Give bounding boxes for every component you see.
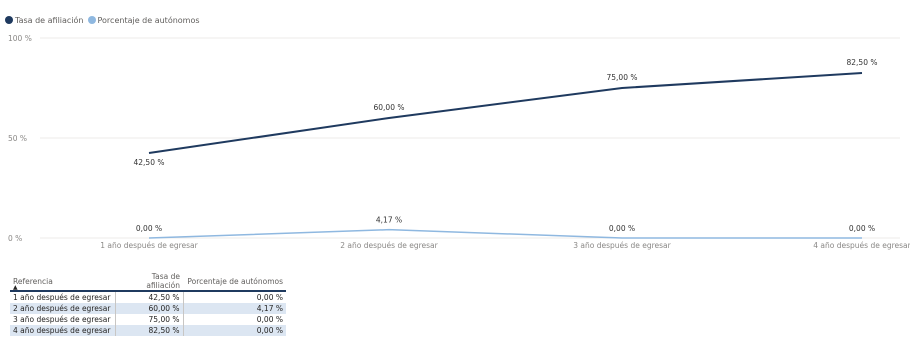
line-chart: 100 % 50 % 0 % 1 año después de egresar 2 añ… xyxy=(8,34,910,250)
x-tick-label: 1 año después de egresar xyxy=(100,241,198,250)
table-row[interactable]: 2 año después de egresar 60,00 % 4,17 % xyxy=(10,303,286,314)
data-table: Referencia ▲ Tasa de afiliación Porcenta… xyxy=(10,272,286,336)
cell-referencia: 3 año después de egresar xyxy=(10,314,116,325)
data-label: 0,00 % xyxy=(849,224,875,233)
table-row[interactable]: 1 año después de egresar 42,50 % 0,00 % xyxy=(10,291,286,303)
legend-item-tasa-afiliacion[interactable]: Tasa de afiliación xyxy=(5,16,84,25)
cell-tasa-afiliacion: 60,00 % xyxy=(115,303,184,314)
y-tick-label: 50 % xyxy=(8,134,27,143)
table-row[interactable]: 4 año después de egresar 82,50 % 0,00 % xyxy=(10,325,286,336)
table-row[interactable]: 3 año después de egresar 75,00 % 0,00 % xyxy=(10,314,286,325)
x-tick-label: 4 año después de egresar xyxy=(813,241,910,250)
legend-label-porcentaje-autonomos: Porcentaje de autónomos xyxy=(97,15,200,25)
column-header-porcentaje-autonomos[interactable]: Porcentaje de autónomos xyxy=(183,272,286,292)
column-header-referencia[interactable]: Referencia ▲ xyxy=(10,272,115,292)
y-tick-label: 0 % xyxy=(8,234,22,243)
cell-porcentaje-autonomos: 0,00 % xyxy=(183,325,286,336)
cell-porcentaje-autonomos: 4,17 % xyxy=(183,303,286,314)
legend-marker-porcentaje-autonomos xyxy=(87,16,96,24)
data-label: 0,00 % xyxy=(609,224,635,233)
data-label: 4,17 % xyxy=(376,216,402,225)
column-header-tasa-afiliacion[interactable]: Tasa de afiliación xyxy=(115,272,183,292)
cell-referencia: 1 año después de egresar xyxy=(10,291,116,303)
cell-porcentaje-autonomos: 0,00 % xyxy=(183,291,286,303)
cell-tasa-afiliacion: 75,00 % xyxy=(115,314,184,325)
table-header-row: Referencia ▲ Tasa de afiliación Porcenta… xyxy=(10,272,286,292)
legend-label-tasa-afiliacion: Tasa de afiliación xyxy=(15,15,84,25)
data-label: 42,50 % xyxy=(134,158,165,167)
data-label: 75,00 % xyxy=(607,73,638,82)
chart-legend: Tasa de afiliación Porcentaje de autónom… xyxy=(5,14,204,26)
series-line-porcentaje-autonomos xyxy=(148,228,862,239)
data-label: 60,00 % xyxy=(374,103,405,112)
series-line-tasa-afiliacion xyxy=(148,72,863,154)
x-tick-label: 2 año después de egresar xyxy=(340,241,438,250)
legend-item-porcentaje-autonomos[interactable]: Porcentaje de autónomos xyxy=(87,15,200,25)
y-tick-label: 100 % xyxy=(8,34,32,43)
sort-ascending-icon[interactable]: ▲ xyxy=(13,284,18,291)
data-label: 82,50 % xyxy=(847,58,878,67)
x-tick-label: 3 año después de egresar xyxy=(573,241,671,250)
legend-marker-tasa-afiliacion xyxy=(5,16,13,24)
cell-referencia: 4 año después de egresar xyxy=(10,325,116,336)
cell-referencia: 2 año después de egresar xyxy=(10,303,116,314)
cell-porcentaje-autonomos: 0,00 % xyxy=(183,314,286,325)
cell-tasa-afiliacion: 82,50 % xyxy=(115,325,184,336)
data-label: 0,00 % xyxy=(136,224,162,233)
cell-tasa-afiliacion: 42,50 % xyxy=(115,291,184,303)
